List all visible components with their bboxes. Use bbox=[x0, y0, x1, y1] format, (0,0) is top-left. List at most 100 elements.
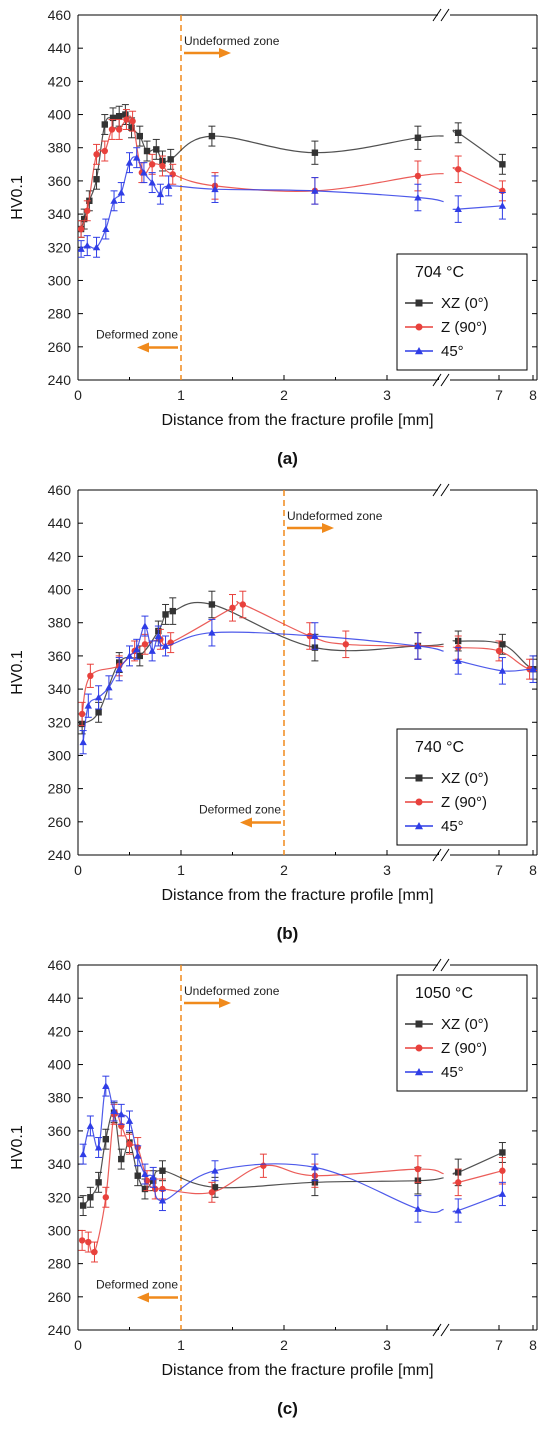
series-curve bbox=[82, 1111, 444, 1206]
data-point bbox=[87, 1194, 94, 1201]
data-point bbox=[161, 642, 170, 649]
legend-entry: 45° bbox=[441, 1064, 464, 1081]
data-point bbox=[134, 1152, 142, 1159]
legend-entry: Z (90°) bbox=[441, 1040, 487, 1057]
x-tick-label: 3 bbox=[383, 1337, 391, 1353]
y-tick-label: 360 bbox=[48, 648, 72, 664]
data-point bbox=[95, 709, 102, 716]
y-tick-label: 380 bbox=[48, 140, 72, 156]
y-tick-label: 380 bbox=[48, 615, 72, 631]
x-axis-label: Distance from the fracture profile [mm] bbox=[161, 1362, 433, 1379]
data-point bbox=[208, 601, 216, 608]
data-point bbox=[87, 672, 94, 680]
series-1 bbox=[79, 1102, 506, 1217]
series-curve bbox=[81, 601, 444, 725]
data-point bbox=[102, 1194, 110, 1201]
legend-marker bbox=[415, 299, 423, 307]
axis-break-mark-bottom bbox=[440, 848, 450, 862]
data-point bbox=[455, 129, 462, 136]
data-point bbox=[84, 702, 92, 709]
data-point bbox=[148, 647, 156, 654]
data-point bbox=[79, 1150, 87, 1158]
data-point bbox=[102, 1136, 110, 1143]
x-tick-label: 8 bbox=[529, 387, 537, 403]
data-point bbox=[148, 178, 156, 186]
data-point bbox=[101, 121, 108, 128]
data-point bbox=[93, 176, 100, 183]
y-tick-label: 360 bbox=[48, 1123, 72, 1139]
data-point bbox=[454, 205, 462, 213]
legend-entry: XZ (0°) bbox=[441, 770, 489, 787]
data-point bbox=[123, 116, 130, 123]
data-point bbox=[239, 601, 246, 608]
data-point bbox=[78, 225, 85, 233]
deformed-zone-label: Deformed zone bbox=[199, 803, 281, 817]
undeformed-zone-label: Undeformed zone bbox=[287, 509, 383, 523]
data-point bbox=[455, 1179, 462, 1186]
data-point bbox=[169, 607, 176, 615]
data-point bbox=[86, 1122, 95, 1129]
undeformed-zone-label: Undeformed zone bbox=[184, 984, 280, 998]
y-tick-label: 320 bbox=[48, 1189, 72, 1205]
data-point bbox=[78, 710, 86, 718]
series-curve bbox=[81, 1109, 444, 1255]
chart-panel-3: 240 260 280 300 320 340 360 380 400 420 440 460 0 1 2 3… bbox=[9, 957, 538, 1418]
data-point bbox=[211, 1184, 219, 1191]
y-tick-label: 440 bbox=[48, 40, 72, 56]
data-point bbox=[158, 1196, 167, 1204]
x-tick-label: 2 bbox=[280, 1337, 288, 1353]
data-point bbox=[143, 147, 151, 155]
data-point bbox=[229, 604, 236, 611]
x-tick-label: 2 bbox=[280, 862, 288, 878]
y-tick-label: 360 bbox=[48, 173, 72, 189]
data-point bbox=[122, 111, 129, 118]
y-tick-label: 340 bbox=[48, 1156, 72, 1172]
data-point bbox=[498, 1190, 507, 1197]
y-tick-label: 460 bbox=[48, 957, 72, 973]
series-curve bbox=[452, 205, 503, 210]
data-point bbox=[136, 132, 143, 140]
legend-marker bbox=[415, 323, 423, 331]
data-point bbox=[529, 665, 537, 673]
data-point bbox=[211, 1167, 219, 1174]
x-tick-label: 3 bbox=[383, 862, 391, 878]
data-point bbox=[499, 161, 506, 168]
data-point bbox=[141, 1185, 149, 1193]
data-point bbox=[454, 1206, 462, 1214]
data-point bbox=[153, 146, 160, 153]
data-point bbox=[134, 1172, 141, 1179]
data-point bbox=[136, 652, 143, 660]
series-curve bbox=[82, 625, 444, 743]
data-point bbox=[85, 1238, 92, 1246]
deformed-zone-label: Deformed zone bbox=[96, 1278, 178, 1292]
axis-break-mark-top bbox=[440, 483, 450, 497]
legend-marker bbox=[414, 1067, 424, 1076]
data-point bbox=[141, 641, 149, 648]
axis-break-mark-bottom bbox=[432, 848, 442, 862]
data-point bbox=[149, 1173, 157, 1181]
axis-break-mark-bottom bbox=[440, 373, 450, 387]
data-point bbox=[105, 683, 113, 691]
data-point bbox=[78, 1237, 86, 1244]
y-axis-label: HV0.1 bbox=[9, 650, 26, 695]
data-point bbox=[79, 738, 87, 746]
y-tick-label: 300 bbox=[48, 272, 72, 288]
data-point bbox=[80, 215, 88, 223]
legend: 1050 °C XZ (0°) Z (90°) 45° bbox=[396, 974, 528, 1092]
legend-marker bbox=[415, 1020, 423, 1028]
undeformed-arrow-head bbox=[219, 998, 231, 1008]
data-point bbox=[116, 126, 123, 133]
y-tick-label: 320 bbox=[48, 714, 72, 730]
chart-panel-2: 240 260 280 300 320 340 360 380 400 420 440 460 0 1 2 3… bbox=[9, 482, 538, 943]
x-tick-label: 1 bbox=[177, 862, 185, 878]
x-tick-label: 7 bbox=[495, 1337, 503, 1353]
data-point bbox=[414, 193, 422, 201]
data-point bbox=[167, 156, 174, 163]
x-tick-label: 0 bbox=[74, 862, 82, 878]
series-curve bbox=[80, 115, 444, 230]
y-tick-label: 440 bbox=[48, 515, 72, 531]
data-point bbox=[118, 1155, 125, 1163]
legend-entry: 45° bbox=[441, 343, 464, 360]
data-point bbox=[169, 171, 176, 178]
